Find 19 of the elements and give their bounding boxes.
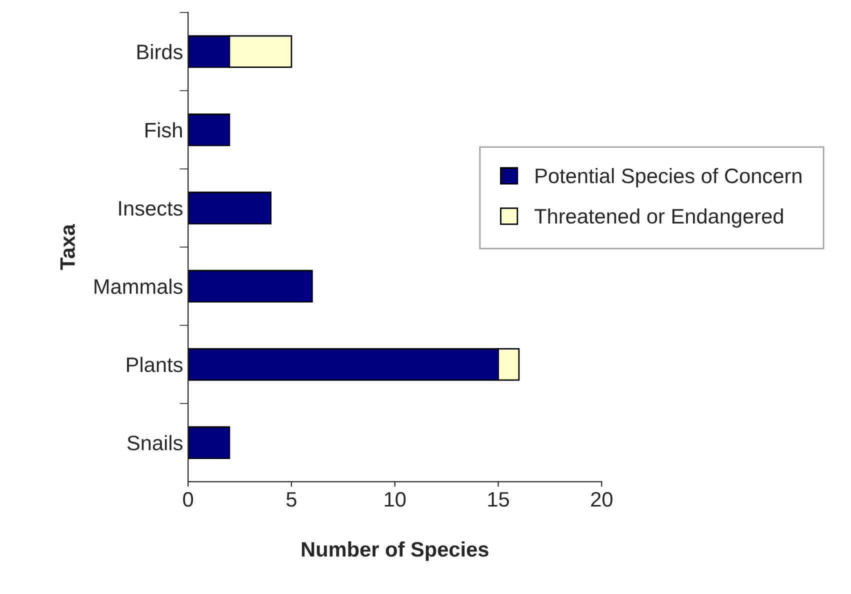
y-axis-title: Taxa	[60, 224, 75, 270]
x-tick-label: 15	[488, 492, 509, 507]
y-tick-label: Plants	[127, 356, 182, 372]
x-axis-title: Number of Species	[302, 541, 488, 561]
bar	[188, 426, 230, 459]
y-tick-label: Mammals	[94, 278, 182, 294]
legend-label: Threatened or Endangered	[534, 208, 783, 228]
y-tick-label: Birds	[137, 44, 182, 60]
bar	[188, 113, 230, 146]
bar	[188, 192, 272, 224]
x-tick-label: 10	[384, 492, 406, 507]
y-tick-label: Fish	[146, 122, 182, 138]
legend-label: Potential Species of Concern	[536, 168, 802, 188]
bar	[188, 270, 313, 303]
y-tick-label: Insects	[119, 201, 182, 216]
x-tick-label: 0	[183, 492, 194, 507]
x-tick-label: 20	[591, 492, 612, 507]
x-tick-label: 5	[286, 492, 296, 507]
y-tick-label: Snails	[127, 435, 182, 450]
